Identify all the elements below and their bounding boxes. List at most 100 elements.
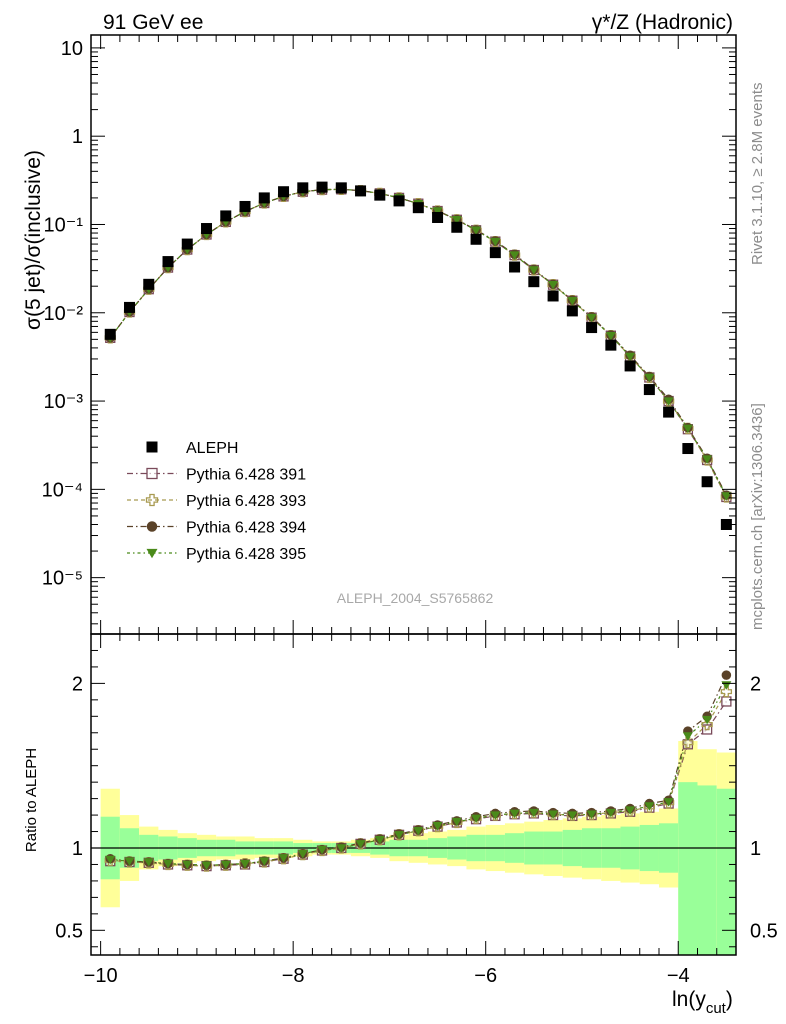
y-tick-label: 10⁻¹ bbox=[44, 214, 84, 236]
analysis-watermark: ALEPH_2004_S5765862 bbox=[337, 590, 494, 606]
data-point bbox=[509, 261, 521, 273]
ratio-series-point bbox=[625, 806, 636, 815]
ratio-series-point bbox=[201, 861, 212, 871]
series-point bbox=[567, 296, 578, 306]
x-axis-label: ln(ycut) bbox=[672, 988, 733, 1017]
legend-entry: ALEPH bbox=[146, 440, 238, 457]
legend-marker bbox=[145, 493, 159, 507]
data-point bbox=[220, 210, 232, 222]
legend-entry: Pythia 6.428 395 bbox=[127, 546, 306, 563]
ratio-series-point bbox=[702, 715, 713, 725]
ratio-y-tick-label-right: 2 bbox=[750, 673, 761, 695]
x-tick-label: −6 bbox=[474, 965, 497, 987]
ratio-series-point bbox=[182, 860, 193, 870]
legend-entry: Pythia 6.428 393 bbox=[127, 493, 306, 510]
ratio-series-point bbox=[663, 798, 674, 807]
ratio-series-point bbox=[701, 718, 713, 731]
series-point bbox=[586, 313, 597, 323]
ratio-y-tick-label-right: 0.5 bbox=[750, 920, 778, 942]
data-point bbox=[528, 276, 540, 288]
data-point bbox=[663, 406, 675, 418]
series-point bbox=[721, 492, 732, 501]
series-point bbox=[509, 251, 520, 260]
data-point bbox=[393, 195, 405, 207]
ratio-series-point bbox=[720, 685, 733, 698]
data-point bbox=[335, 182, 347, 194]
green-band-bin bbox=[697, 785, 717, 955]
ratio-y-tick-label-right: 1 bbox=[750, 838, 761, 860]
data-point bbox=[682, 443, 694, 455]
ratio-series-point bbox=[297, 850, 308, 859]
ratio-series-point bbox=[355, 840, 366, 849]
series-point bbox=[471, 226, 482, 236]
ratio-series-point bbox=[451, 817, 462, 827]
series-line bbox=[109, 188, 727, 497]
ratio-series-point bbox=[278, 854, 289, 863]
data-point bbox=[258, 192, 270, 204]
x-tick-label: −4 bbox=[667, 965, 690, 987]
series-point bbox=[528, 266, 539, 275]
data-point bbox=[124, 301, 136, 313]
ratio-series-point bbox=[317, 845, 328, 855]
series-point bbox=[605, 331, 616, 341]
series-point bbox=[432, 207, 443, 216]
ratio-series-point bbox=[605, 808, 616, 818]
green-band-bin bbox=[678, 782, 698, 955]
axes: 10⁻⁵ 10⁻⁴ 10⁻³ 10⁻² 10⁻¹ 1 10 −10 −8 −6 −4 0.5 0.5 1 1… bbox=[42, 35, 778, 987]
data-point bbox=[181, 238, 193, 250]
ratio-panel-frame bbox=[90, 633, 737, 956]
ratio-series-point bbox=[644, 802, 655, 811]
x-tick-label: −10 bbox=[84, 965, 118, 987]
ratio-series-point bbox=[259, 857, 270, 866]
ratio-series-point bbox=[105, 855, 116, 865]
ratio-series-point bbox=[567, 811, 578, 820]
ratio-series-point bbox=[490, 811, 501, 820]
data-point bbox=[297, 182, 309, 194]
ratio-panel-bands bbox=[91, 741, 736, 955]
ratio-series-point bbox=[394, 831, 405, 840]
data-point bbox=[104, 328, 116, 340]
ratio-series-point bbox=[682, 736, 694, 749]
ratio-series-point bbox=[374, 836, 385, 845]
y-tick-label: 10⁻² bbox=[44, 303, 84, 325]
legend-label: Pythia 6.428 393 bbox=[186, 493, 306, 510]
data-point bbox=[566, 305, 578, 317]
series-point bbox=[644, 373, 655, 383]
data-point bbox=[586, 322, 598, 334]
data-point bbox=[412, 202, 424, 214]
legend-label: Pythia 6.428 391 bbox=[186, 467, 306, 484]
series-point bbox=[682, 424, 693, 434]
header-right: γ*/Z (Hadronic) bbox=[592, 11, 733, 34]
ratio-series-point bbox=[471, 814, 482, 824]
legend-entry: Pythia 6.428 394 bbox=[127, 520, 306, 537]
data-point bbox=[432, 211, 444, 223]
data-point bbox=[143, 278, 155, 290]
data-point bbox=[355, 185, 367, 197]
ratio-series-point bbox=[528, 808, 539, 818]
data-point bbox=[201, 223, 213, 235]
ratio-series-point bbox=[124, 857, 135, 866]
y-tick-label: 1 bbox=[72, 126, 83, 148]
legend-entry: Pythia 6.428 391 bbox=[127, 467, 306, 484]
header-left: 91 GeV ee bbox=[103, 11, 203, 34]
legend-marker bbox=[146, 548, 158, 559]
ratio-series-point bbox=[548, 810, 559, 820]
data-point bbox=[720, 518, 732, 530]
x-axis-label-sub: cut bbox=[706, 1000, 727, 1017]
ratio-series-point bbox=[336, 844, 347, 853]
main-panel-frame bbox=[90, 34, 737, 635]
x-axis-label-main: ln(y bbox=[672, 988, 706, 1011]
ratio-series-point bbox=[432, 822, 443, 831]
data-point bbox=[701, 476, 713, 488]
series-point bbox=[548, 280, 559, 290]
data-point bbox=[374, 189, 386, 201]
ratio-y-tick-label-left: 0.5 bbox=[55, 920, 83, 942]
main-y-axis-label: σ(5 jet)/σ(inclusive) bbox=[22, 150, 45, 330]
legend-marker bbox=[146, 441, 158, 453]
legend-marker bbox=[146, 521, 158, 532]
series-point bbox=[451, 216, 462, 225]
legend: ALEPH Pythia 6.428 391 Pythia 6.428 393 Pyt… bbox=[127, 440, 306, 563]
y-tick-label: 10 bbox=[61, 38, 83, 60]
x-tick-label: −8 bbox=[282, 965, 305, 987]
